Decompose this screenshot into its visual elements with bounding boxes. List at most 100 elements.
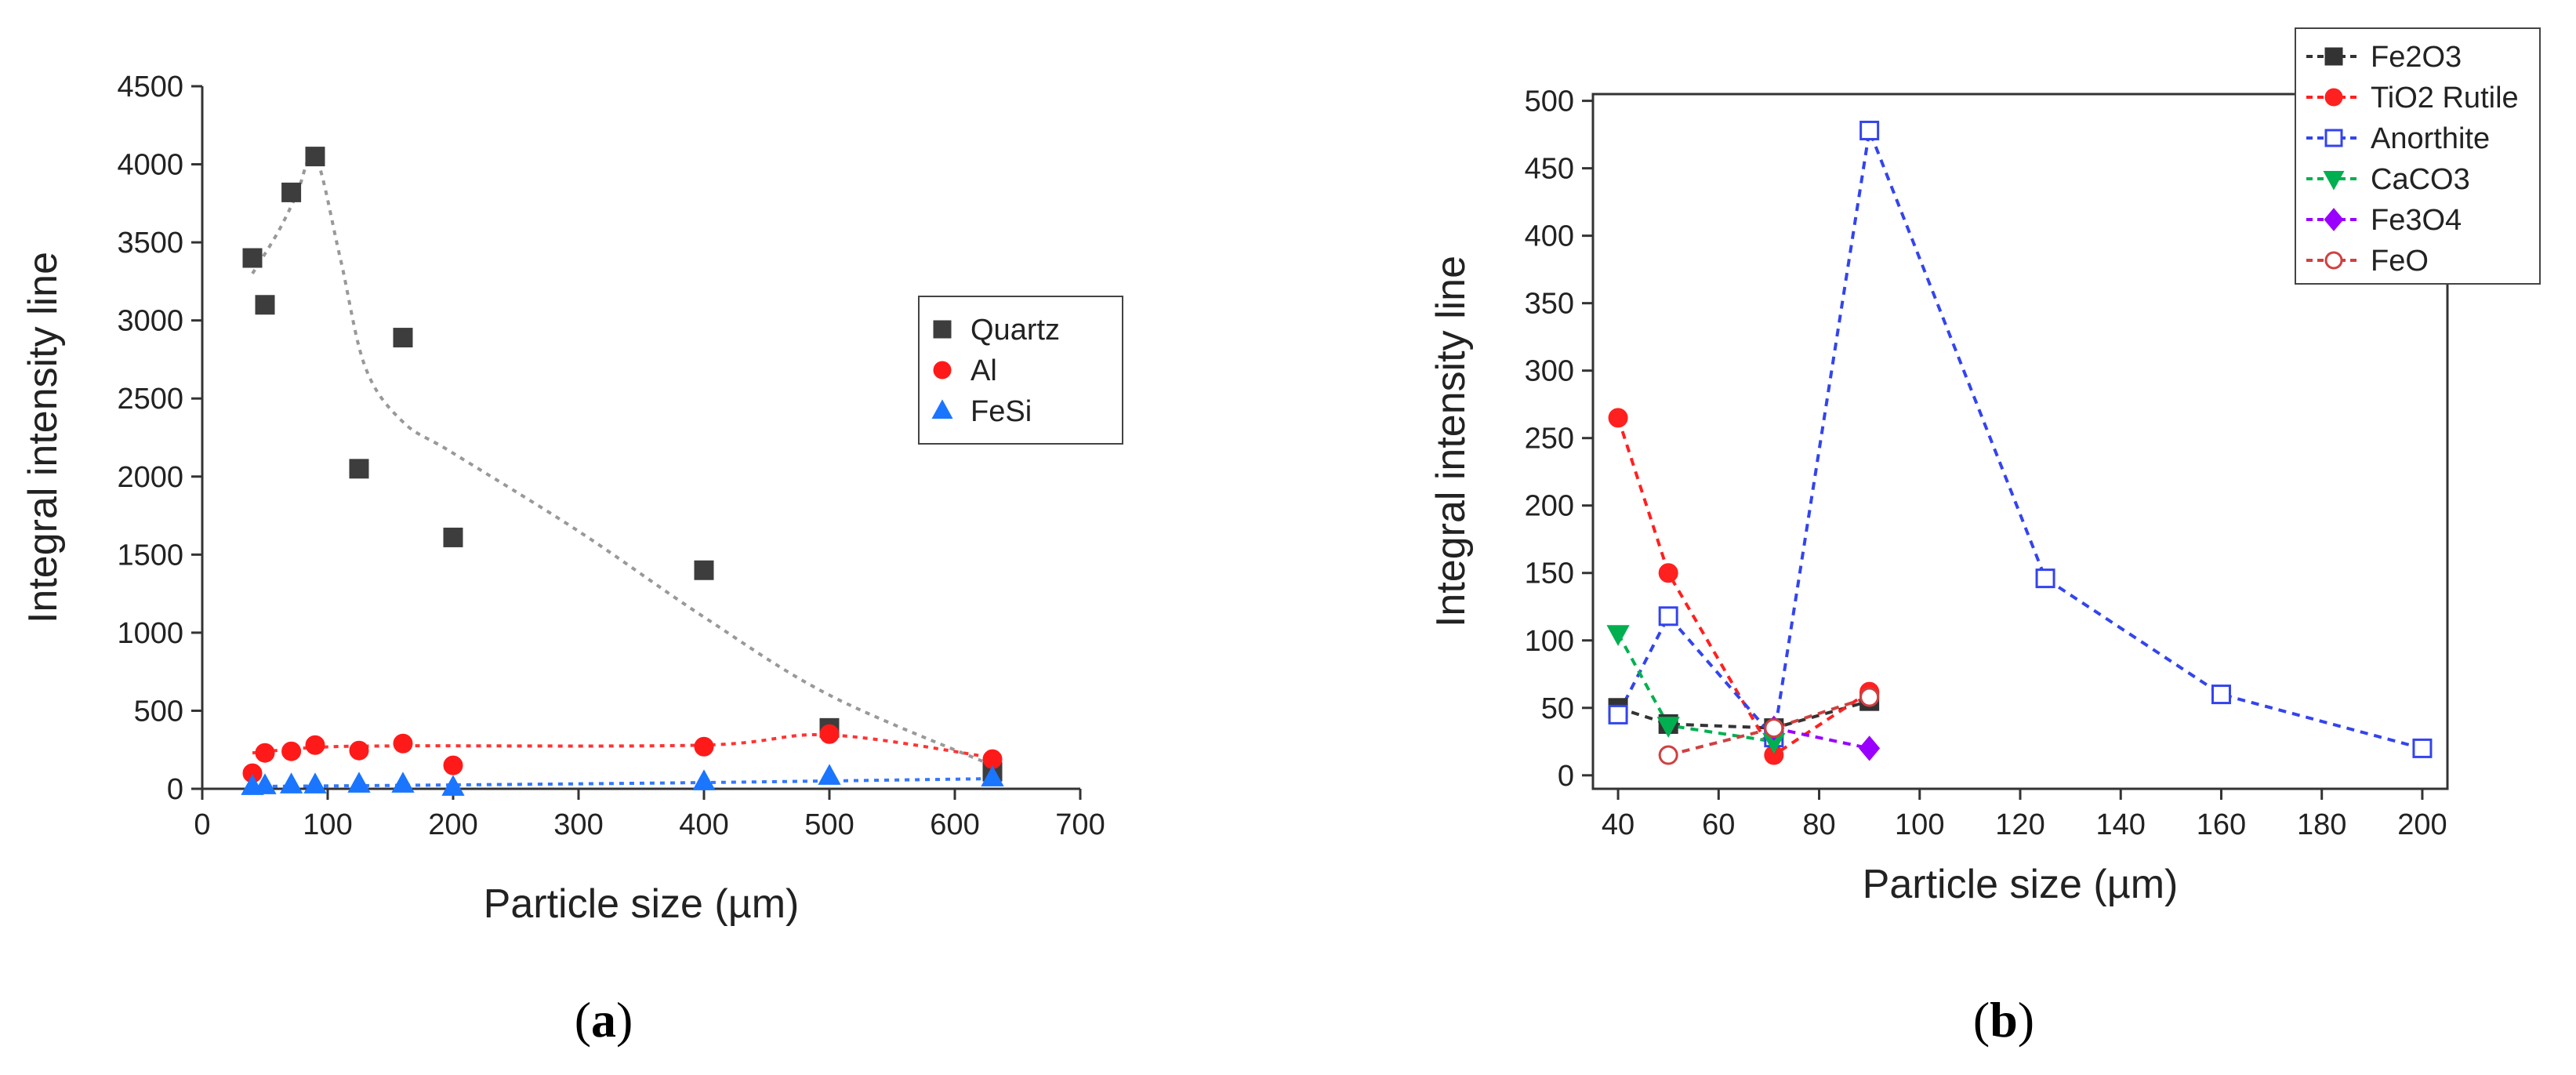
a-point-al xyxy=(443,755,463,775)
a-point-al xyxy=(255,743,275,763)
a-point-al xyxy=(694,736,714,757)
a-y-tick-label: 4500 xyxy=(117,71,183,104)
b-point-anorthite xyxy=(1859,120,1880,140)
b-y-tick-label: 50 xyxy=(1541,692,1574,725)
caption-a-letter: a xyxy=(591,992,616,1048)
a-y-tick-label: 3500 xyxy=(117,227,183,260)
a-legend-label-al: Al xyxy=(971,354,997,387)
a-point-quartz xyxy=(694,560,714,580)
b-legend: Fe2O3 TiO2 Rutile Anorthite CaCO3 Fe3O4 FeO xyxy=(2295,27,2541,285)
b-x-tick-label: 160 xyxy=(2197,808,2246,841)
a-x-tick-label: 0 xyxy=(194,808,210,841)
a-point-quartz xyxy=(255,295,275,315)
panel-b-chart: 40 60 80 100 120 140 160 180 200 0 50 100 150 200 250 3… xyxy=(1428,27,2541,907)
b-x-tick-label: 120 xyxy=(1995,808,2044,841)
b-series-line-tio2-rutile xyxy=(1616,417,1870,757)
caption-b-letter: b xyxy=(1990,992,2018,1048)
a-point-al xyxy=(982,749,1003,769)
b-y-tick-label: 400 xyxy=(1525,220,1574,253)
a-point-fesi xyxy=(818,764,841,785)
a-point-fesi xyxy=(253,773,277,794)
b-legend-marker-fe3o4 xyxy=(2324,208,2344,231)
a-point-al xyxy=(393,733,413,754)
a-point-quartz xyxy=(349,459,369,479)
a-legend-marker-quartz xyxy=(933,320,952,339)
a-y-tick-label: 1500 xyxy=(117,539,183,572)
a-legend-box xyxy=(918,296,1123,445)
b-x-tick-label: 80 xyxy=(1802,808,1835,841)
a-x-tick-label: 400 xyxy=(679,808,728,841)
b-legend-label-anorthite: Anorthite xyxy=(2371,122,2490,155)
b-y-tick-label: 250 xyxy=(1525,423,1574,456)
b-x-tick-label: 200 xyxy=(2397,808,2447,841)
b-x-tick-label: 40 xyxy=(1602,808,1634,841)
b-series-line-fe2o3 xyxy=(1617,699,1870,730)
a-y-axis-label: Integral intensity line xyxy=(20,252,66,623)
caption-b: (b) xyxy=(1973,992,2034,1048)
b-y-tick-label: 0 xyxy=(1558,760,1574,793)
a-point-fesi xyxy=(692,769,716,790)
a-point-quartz xyxy=(443,527,463,547)
a-point-fesi xyxy=(303,772,327,794)
b-y-axis-label: Integral intensity line xyxy=(1428,256,1474,627)
b-series-line-feo xyxy=(1667,695,1870,757)
panel-a-chart: 0 100 200 300 400 500 600 700 0 500 1000 1500 2000 25… xyxy=(20,71,1123,927)
a-legend-marker-al xyxy=(933,361,952,380)
b-y-tick-label: 500 xyxy=(1525,85,1574,118)
b-point-tio2-rutile xyxy=(1608,408,1628,428)
b-y-tick-label: 350 xyxy=(1525,288,1574,321)
b-x-tick-label: 60 xyxy=(1702,808,1735,841)
a-legend-label-quartz: Quartz xyxy=(971,314,1060,347)
b-legend-label-feo: FeO xyxy=(2371,245,2429,278)
a-fit-line-quartz xyxy=(251,153,993,767)
b-y-tick-label: 150 xyxy=(1525,557,1574,590)
b-point-caco3 xyxy=(1606,625,1630,646)
b-x-tick-label: 140 xyxy=(2096,808,2146,841)
b-legend-marker-anorthite xyxy=(2324,129,2343,147)
caption-a: (a) xyxy=(575,992,633,1048)
a-x-axis-label: Particle size (µm) xyxy=(484,881,800,927)
b-point-caco3 xyxy=(1656,717,1680,738)
b-legend-marker-tio2-rutile xyxy=(2324,88,2343,107)
a-y-tick-label: 500 xyxy=(134,695,183,728)
a-legend-label-fesi: FeSi xyxy=(971,395,1032,428)
a-x-tick-label: 200 xyxy=(428,808,477,841)
a-x-tick-label: 300 xyxy=(553,808,603,841)
b-legend-label-fe2o3: Fe2O3 xyxy=(2371,41,2462,74)
b-legend-label-tio2-rutile: TiO2 Rutile xyxy=(2371,82,2519,114)
a-point-quartz xyxy=(281,182,302,202)
a-x-tick-label: 600 xyxy=(930,808,979,841)
b-y-tick-label: 100 xyxy=(1525,625,1574,658)
a-point-quartz xyxy=(305,147,325,167)
b-point-feo xyxy=(1658,745,1678,765)
b-y-tick-label: 450 xyxy=(1525,153,1574,186)
a-fit-line-al xyxy=(252,732,993,760)
a-x-tick-label: 100 xyxy=(303,808,352,841)
b-point-anorthite xyxy=(2412,738,2433,758)
b-y-tick-label: 300 xyxy=(1525,355,1574,388)
b-point-feo xyxy=(1859,687,1880,707)
a-point-quartz xyxy=(242,248,263,268)
b-series-line-fe3o4 xyxy=(1773,726,1870,750)
a-y-tick-label: 2500 xyxy=(117,383,183,416)
b-point-anorthite xyxy=(1658,606,1678,626)
a-point-al xyxy=(819,724,840,744)
b-point-anorthite xyxy=(1608,704,1628,725)
b-point-fe3o4 xyxy=(1859,735,1881,761)
a-legend-marker-fesi xyxy=(931,399,953,419)
b-x-tick-label: 100 xyxy=(1895,808,1944,841)
a-point-al xyxy=(305,735,325,755)
b-point-feo xyxy=(1764,718,1784,739)
a-x-tick-label: 700 xyxy=(1055,808,1105,841)
a-y-tick-label: 4000 xyxy=(117,149,183,182)
b-point-anorthite xyxy=(2035,568,2055,589)
a-point-fesi xyxy=(441,775,465,796)
a-point-fesi xyxy=(391,772,415,793)
b-legend-marker-fe2o3 xyxy=(2324,47,2343,66)
b-point-tio2-rutile xyxy=(1658,563,1678,583)
b-x-axis-label: Particle size (µm) xyxy=(1863,862,2179,907)
a-point-fesi xyxy=(279,772,303,794)
a-y-tick-label: 3000 xyxy=(117,305,183,338)
a-point-fesi xyxy=(347,772,371,793)
